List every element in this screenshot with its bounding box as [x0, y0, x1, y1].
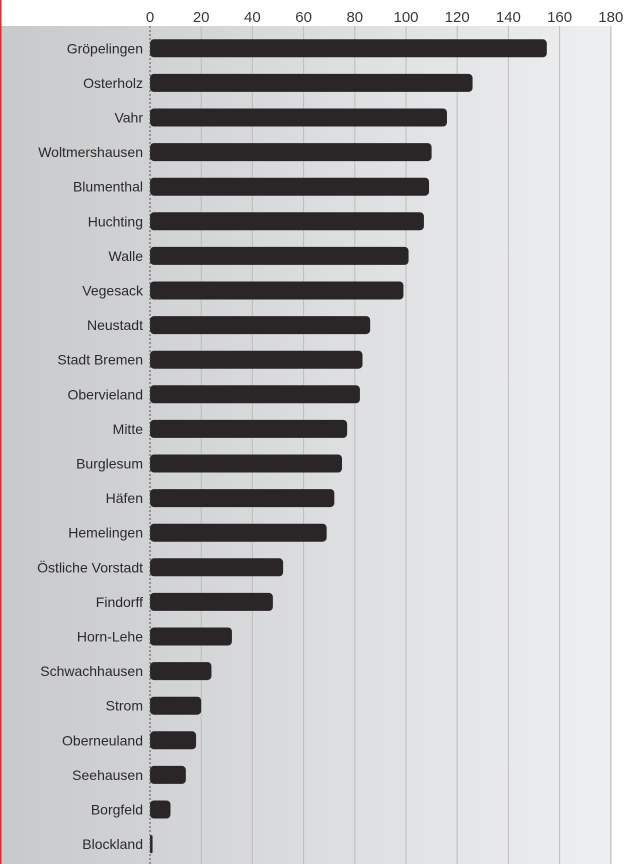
- bar: [150, 592, 273, 611]
- category-label: Östliche Vorstadt: [37, 558, 143, 575]
- category-label: Findorff: [96, 594, 143, 610]
- category-label: Burglesum: [76, 456, 143, 472]
- category-label: Neustadt: [87, 317, 143, 333]
- bar: [150, 39, 547, 58]
- bar: [150, 108, 447, 127]
- bar: [150, 454, 342, 473]
- bar: [150, 627, 232, 646]
- category-label: Obervieland: [68, 386, 144, 402]
- bar: [150, 558, 284, 577]
- bar: [150, 281, 404, 300]
- bars: [150, 39, 547, 854]
- bar: [150, 419, 348, 438]
- bar: [150, 765, 186, 784]
- x-tick-label: 100: [393, 9, 418, 26]
- category-label: Seehausen: [72, 767, 143, 783]
- x-tick-label: 20: [193, 9, 210, 26]
- bar: [150, 800, 171, 819]
- x-tick-label: 180: [598, 9, 623, 26]
- x-tick-label: 40: [244, 9, 261, 26]
- x-tick-label: 0: [146, 9, 154, 26]
- x-tick-label: 120: [445, 9, 470, 26]
- bar: [150, 316, 371, 335]
- category-label: Woltmershausen: [38, 144, 143, 160]
- category-label: Schwachhausen: [40, 663, 143, 679]
- category-label: Oberneuland: [62, 732, 143, 748]
- grid-lines: [200, 26, 612, 864]
- x-tick-label: 60: [295, 9, 312, 26]
- bar: [150, 731, 197, 750]
- bar: [150, 523, 327, 542]
- bar: [150, 696, 202, 715]
- category-label: Horn-Lehe: [77, 629, 143, 645]
- category-label: Blockland: [82, 836, 143, 852]
- bar: [150, 143, 432, 162]
- bar: [150, 246, 409, 265]
- bar: [150, 350, 363, 369]
- category-label: Borgfeld: [91, 802, 143, 818]
- category-label: Vahr: [114, 110, 143, 126]
- x-axis-ticks: 0 20 40 60 80 100 120 140 160 180: [146, 9, 623, 26]
- bar: [150, 662, 212, 681]
- x-tick-label: 140: [496, 9, 521, 26]
- plot-background: [0, 26, 612, 864]
- category-label: Stadt Bremen: [57, 352, 143, 368]
- category-label: Walle: [109, 248, 144, 264]
- bar: [150, 177, 430, 196]
- bar: [150, 835, 153, 854]
- x-tick-label: 160: [547, 9, 572, 26]
- bar: [150, 212, 424, 231]
- bar: [150, 489, 335, 508]
- category-label: Blumenthal: [73, 179, 143, 195]
- category-label: Huchting: [88, 213, 143, 229]
- category-labels: Gröpelingen Osterholz Vahr Woltmershausen Bl…: [37, 40, 144, 852]
- category-label: Hemelingen: [68, 525, 143, 541]
- bar: [150, 73, 473, 92]
- category-label: Strom: [106, 698, 143, 714]
- category-label: Osterholz: [83, 75, 143, 91]
- x-tick-label: 80: [346, 9, 363, 26]
- category-label: Vegesack: [82, 283, 144, 299]
- category-label: Gröpelingen: [67, 40, 143, 56]
- bar: [150, 385, 360, 404]
- category-label: Häfen: [106, 490, 143, 506]
- category-label: Mitte: [113, 421, 144, 437]
